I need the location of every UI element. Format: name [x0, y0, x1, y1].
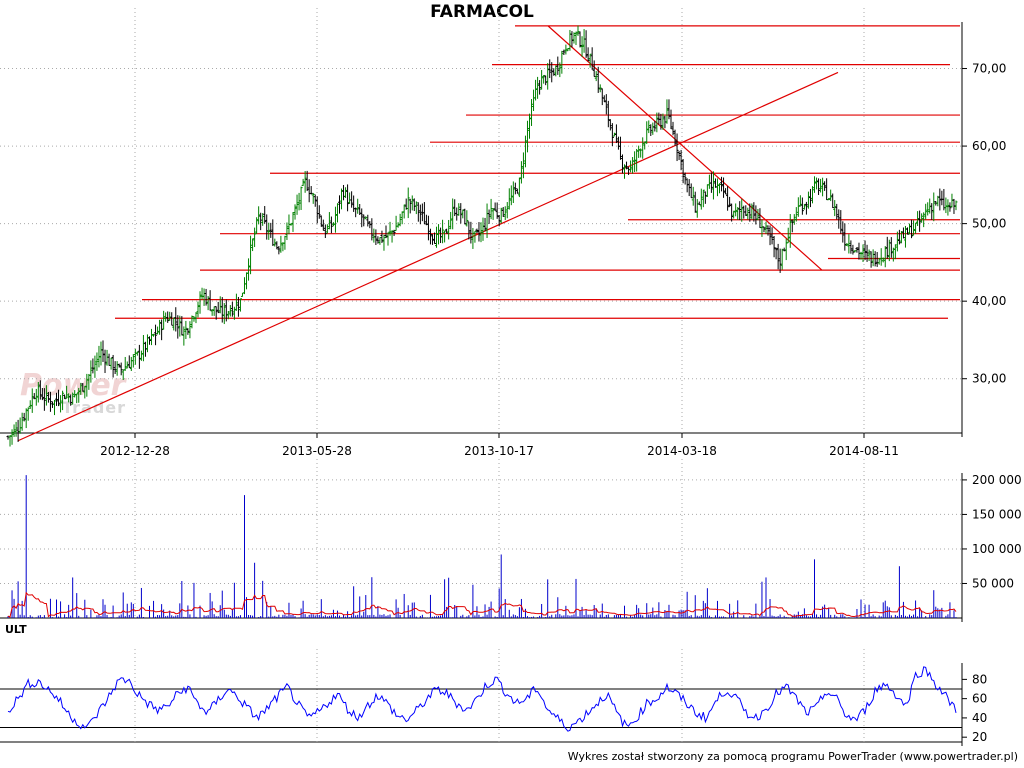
y-tick-label: 60,00: [972, 139, 1006, 153]
y-tick-label: 40: [972, 711, 987, 725]
chart-title: FARMACOL: [430, 2, 534, 22]
y-tick-label: 70,00: [972, 62, 1006, 76]
candles: [6, 25, 958, 447]
x-tick-label: 2013-05-28: [282, 444, 352, 458]
y-tick-label: 200 000: [972, 473, 1022, 487]
volume-average-line: [7, 591, 957, 618]
y-tick-label: 50,00: [972, 217, 1006, 231]
y-tick-label: 150 000: [972, 507, 1022, 521]
trendline-up: [17, 71, 839, 442]
footer-credit: Wykres został stworzony za pomocą progra…: [567, 750, 1018, 763]
y-tick-label: 60: [972, 692, 987, 706]
x-tick-label: 2013-10-17: [464, 444, 534, 458]
ult-label: ULT: [5, 623, 27, 636]
watermark-trader: Trader: [62, 398, 127, 417]
y-tick-label: 80: [972, 672, 987, 686]
ult-line: [7, 666, 957, 732]
y-tick-label: 50 000: [972, 576, 1014, 590]
x-tick-label: 2012-12-28: [100, 444, 170, 458]
y-tick-label: 30,00: [972, 372, 1006, 386]
x-tick-label: 2014-08-11: [829, 444, 899, 458]
volume-bars: [7, 475, 957, 618]
x-tick-label: 2014-03-18: [647, 444, 717, 458]
y-tick-label: 40,00: [972, 294, 1006, 308]
trendline-down: [547, 25, 823, 271]
y-tick-label: 100 000: [972, 542, 1022, 556]
y-tick-label: 20: [972, 730, 987, 744]
